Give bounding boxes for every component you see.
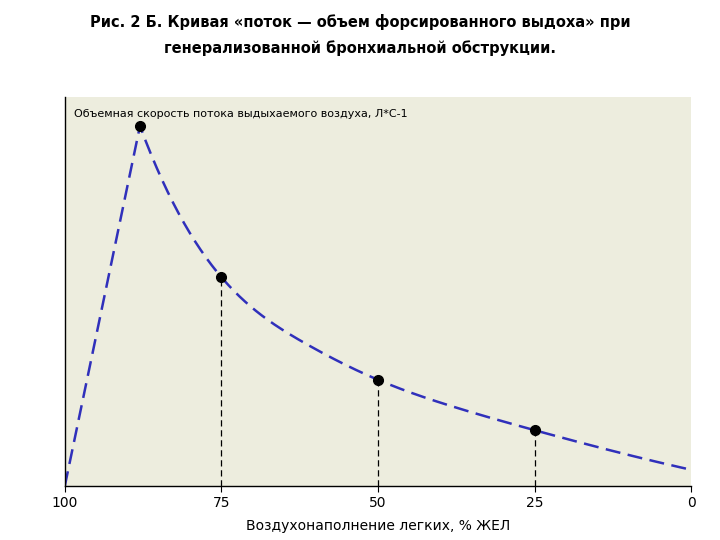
Text: Объемная скорость потока выдыхаемого воздуха, Л*С-1: Объемная скорость потока выдыхаемого воз… bbox=[74, 109, 408, 119]
Text: генерализованной бронхиальной обструкции.: генерализованной бронхиальной обструкции… bbox=[164, 40, 556, 56]
Text: Рис. 2 Б. Кривая «поток — объем форсированного выдоха» при: Рис. 2 Б. Кривая «поток — объем форсиров… bbox=[90, 14, 630, 30]
X-axis label: Воздухонаполнение легких, % ЖЕЛ: Воздухонаполнение легких, % ЖЕЛ bbox=[246, 519, 510, 533]
